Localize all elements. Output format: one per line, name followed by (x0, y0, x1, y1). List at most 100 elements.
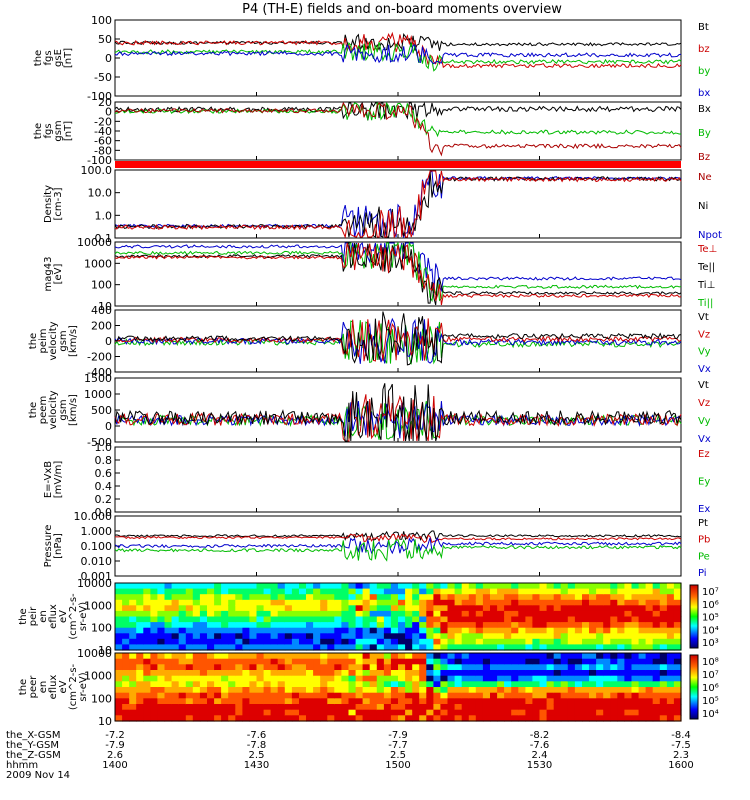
spectrogram-cell-ion (454, 583, 463, 590)
spectrogram-cell-ion (221, 638, 229, 645)
spectrogram-cell-electron (468, 675, 477, 682)
spectrogram-cell-ion (334, 594, 342, 601)
spectrogram-cell-ion (228, 638, 236, 645)
spectrogram-cell-ion (171, 599, 180, 606)
spectrogram-cell-electron (327, 653, 335, 660)
spectrogram-cell-electron (511, 698, 519, 705)
spectrogram-cell-electron (511, 664, 519, 671)
panel-frame-temperature (114, 241, 682, 307)
spectrogram-cell-ion (475, 599, 484, 606)
legend-label: Vt (698, 312, 709, 323)
spectrogram-cell-ion (454, 605, 463, 612)
spectrogram-cell-electron (525, 664, 534, 671)
spectrogram-cell-electron (461, 664, 470, 671)
spectrogram-cell-ion (115, 605, 123, 612)
spectrogram-cell-electron (178, 692, 187, 699)
spectrogram-cell-electron (249, 670, 258, 677)
spectrogram-cell-ion (299, 627, 307, 634)
spectrogram-cell-ion (412, 594, 420, 601)
spectrogram-cell-electron (143, 698, 151, 705)
spectrogram-cell-ion (256, 627, 265, 634)
ytick-label: 10 (98, 644, 112, 657)
spectrogram-cell-electron (659, 681, 668, 688)
spectrogram-cell-ion (263, 588, 272, 595)
spectrogram-cell-electron (490, 664, 498, 671)
spectrogram-cell-ion (235, 610, 243, 618)
spectrogram-cell-ion (199, 633, 208, 640)
spectrogram-cell-ion (525, 610, 534, 618)
spectrogram-cell-electron (525, 681, 534, 688)
spectrogram-cell-ion (143, 638, 151, 645)
spectrogram-cell-ion (242, 605, 251, 612)
spectrogram-cell-ion (256, 588, 265, 595)
xaxis-tick-label: -8.2 (530, 730, 550, 741)
spectrogram-cell-electron (454, 653, 463, 660)
series-line-bx (114, 43, 682, 65)
spectrogram-cell-ion (504, 594, 512, 601)
spectrogram-cell-electron (539, 715, 548, 722)
legend-label: Ne (698, 172, 712, 183)
spectrogram-cell-ion (284, 616, 293, 623)
spectrogram-cell-electron (553, 653, 562, 660)
spectrogram-cell-ion (433, 616, 442, 623)
spectrogram-cell-electron (306, 709, 314, 716)
spectrogram-cell-ion (596, 599, 604, 606)
spectrogram-cell-ion (143, 588, 151, 595)
spectrogram-cell-ion (341, 644, 350, 651)
spectrogram-cell-ion (115, 633, 123, 640)
spectrogram-cell-electron (412, 681, 420, 688)
spectrogram-cell-electron (673, 653, 682, 660)
spectrogram-cell-electron (398, 704, 406, 711)
spectrogram-cell-electron (447, 670, 456, 677)
spectrogram-cell-ion (673, 644, 682, 651)
spectrogram-cell-ion (334, 644, 342, 651)
spectrogram-cell-electron (277, 709, 286, 716)
spectrogram-cell-electron (320, 715, 328, 722)
spectrogram-cell-electron (645, 670, 654, 677)
ytick-label: 0.0 (95, 506, 113, 519)
spectrogram-cell-ion (164, 633, 173, 640)
spectrogram-cell-ion (214, 605, 222, 612)
spectrogram-cell-electron (405, 664, 413, 671)
spectrogram-cell-ion (390, 594, 399, 601)
spectrogram-cell-electron (369, 664, 378, 671)
spectrogram-cell-electron (567, 664, 576, 671)
spectrogram-cell-ion (412, 605, 420, 612)
spectrogram-cell-ion (376, 616, 385, 623)
spectrogram-cell-ion (511, 627, 519, 634)
spectrogram-cell-electron (355, 709, 364, 716)
spectrogram-cell-ion (306, 627, 314, 634)
legend-label: Te|| (697, 262, 715, 273)
spectrogram-cell-electron (143, 709, 151, 716)
spectrogram-cell-electron (574, 692, 583, 699)
spectrogram-cell-electron (306, 681, 314, 688)
spectrogram-cell-ion (185, 588, 194, 595)
spectrogram-cell-ion (284, 644, 293, 651)
spectrogram-cell-ion (426, 605, 434, 612)
spectrogram-cell-ion (482, 622, 491, 629)
spectrogram-cell-electron (284, 692, 293, 699)
spectrogram-cell-ion (405, 588, 413, 595)
spectrogram-cell-ion (652, 605, 661, 612)
spectrogram-cell-electron (376, 709, 385, 716)
spectrogram-cell-ion (341, 599, 350, 606)
spectrogram-cell-electron (553, 664, 562, 671)
spectrogram-cell-ion (567, 594, 576, 601)
spectrogram-cell-electron (263, 658, 272, 665)
spectrogram-cell-ion (299, 610, 307, 618)
spectrogram-cell-ion (277, 638, 286, 645)
spectrogram-cell-electron (518, 692, 526, 699)
spectrogram-cell-electron (419, 715, 427, 722)
spectrogram-cell-electron (171, 664, 180, 671)
spectrogram-cell-ion (327, 644, 335, 651)
spectrogram-cell-ion (249, 605, 258, 612)
spectrogram-cell-electron (235, 681, 243, 688)
spectrogram-cell-ion (270, 583, 279, 590)
spectrogram-cell-electron (157, 715, 166, 722)
spectrogram-cell-ion (589, 622, 597, 629)
spectrogram-cell-electron (532, 698, 541, 705)
spectrogram-cell-electron (589, 653, 597, 660)
spectrogram-cell-ion (532, 583, 541, 590)
spectrogram-cell-ion (546, 583, 555, 590)
spectrogram-cell-ion (468, 599, 477, 606)
